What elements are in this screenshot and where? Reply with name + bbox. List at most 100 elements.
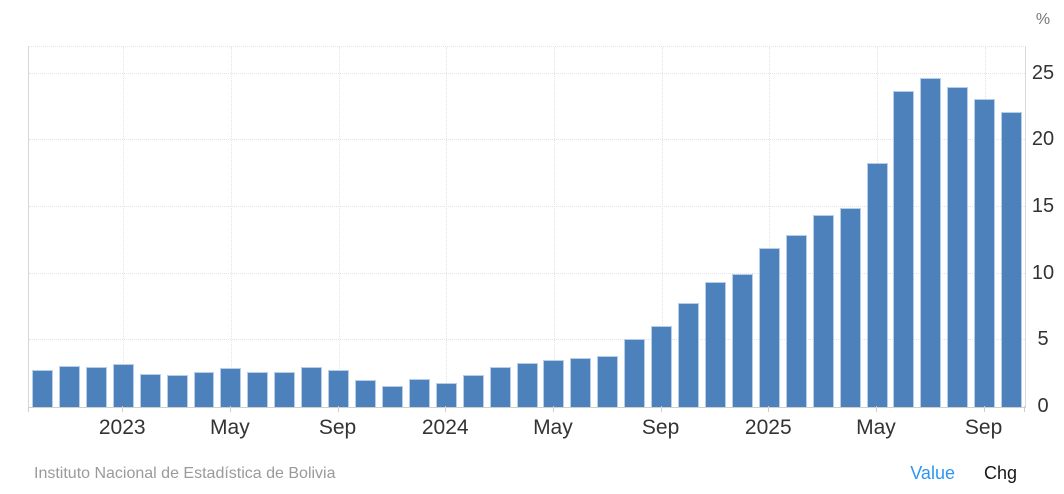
gridline-horizontal: [29, 139, 1025, 141]
chart-bar[interactable]: [543, 360, 565, 407]
chart-bar-slot: [83, 47, 110, 407]
chart-bar-slot: [460, 47, 487, 407]
chart-bar[interactable]: [516, 363, 538, 407]
chart-bar[interactable]: [31, 369, 53, 407]
chart-bar-slot: [756, 47, 783, 407]
chart-bar-slot: [217, 47, 244, 407]
chart-bar[interactable]: [785, 235, 807, 407]
chart-bar[interactable]: [112, 364, 134, 407]
y-axis-label: 25: [1031, 61, 1055, 84]
x-axis-tickmark: [445, 406, 447, 412]
chart-bar[interactable]: [328, 369, 350, 407]
chart-bar[interactable]: [301, 367, 323, 407]
chart-bar-slot: [137, 47, 164, 407]
chart-bar[interactable]: [570, 357, 592, 407]
chart-bar-slot: [541, 47, 568, 407]
chart-bar[interactable]: [893, 91, 915, 407]
chart-bar-slot: [702, 47, 729, 407]
chart-bar-slot: [29, 47, 56, 407]
chart-bar-slot: [244, 47, 271, 407]
gridline-vertical: [338, 47, 340, 407]
chart-bar-slot: [971, 47, 998, 407]
chart-bar[interactable]: [920, 77, 942, 407]
chart-bar[interactable]: [839, 208, 861, 407]
x-axis-tickmark: [337, 406, 339, 412]
chart-bar[interactable]: [812, 215, 834, 407]
chart-bar-slot: [352, 47, 379, 407]
chart-bar[interactable]: [489, 367, 511, 407]
chart-bar-slot: [325, 47, 352, 407]
chart-bar-slot: [675, 47, 702, 407]
chart-bar[interactable]: [624, 339, 646, 407]
x-axis: 2023 May Sep 2024 May Sep 2025 May Sep: [28, 416, 1024, 442]
chart-bar-slot: [379, 47, 406, 407]
chart-bar[interactable]: [678, 303, 700, 407]
x-axis-tickmark: [229, 406, 231, 412]
gridline-vertical: [123, 47, 125, 407]
x-axis-label: Sep: [641, 416, 680, 439]
value-toggle[interactable]: Value: [910, 463, 955, 483]
y-axis: 0 5 10 15 20 25: [1026, 46, 1060, 416]
chart-bar[interactable]: [355, 380, 377, 407]
chart-bar[interactable]: [1001, 112, 1023, 407]
chart-bar-slot: [298, 47, 325, 407]
x-axis-edge-tickmark: [1024, 406, 1025, 412]
chg-toggle[interactable]: Chg: [983, 463, 1017, 483]
x-axis-label: Sep: [318, 416, 357, 439]
x-axis-label: Sep: [964, 416, 1003, 439]
chart-bar[interactable]: [139, 373, 161, 407]
chart-bar[interactable]: [974, 98, 996, 407]
chart-bar[interactable]: [705, 281, 726, 407]
chart-bar-slot: [810, 47, 837, 407]
x-axis-tickmarks: [28, 406, 1025, 414]
chart-bar[interactable]: [651, 325, 673, 407]
series-toggles: Value Chg: [910, 463, 1017, 484]
chart-bar[interactable]: [597, 356, 619, 407]
x-axis-label: 2025: [744, 416, 792, 439]
x-axis-tickmark: [660, 406, 662, 412]
gridline-vertical: [446, 47, 448, 407]
chart-bar-slot: [729, 47, 756, 407]
chart-bar[interactable]: [220, 368, 242, 407]
chart-bar[interactable]: [274, 372, 296, 407]
chart-bar[interactable]: [408, 379, 430, 407]
chart-bar[interactable]: [731, 273, 753, 407]
gridline-vertical: [661, 47, 663, 407]
chart-bar-slot: [191, 47, 218, 407]
chart-bar-slot: [998, 47, 1025, 407]
chart-bar[interactable]: [193, 372, 215, 407]
chart-bar-slot: [648, 47, 675, 407]
chart-bar-slot: [837, 47, 864, 407]
chart-bar-slot: [917, 47, 944, 407]
bars-layer: [29, 47, 1025, 407]
x-axis-label: May: [210, 416, 250, 439]
chart-bar-slot: [864, 47, 891, 407]
chart-bar[interactable]: [247, 372, 269, 407]
y-axis-unit-label: %: [1035, 11, 1051, 28]
x-axis-edge-tickmark: [28, 406, 29, 412]
source-link[interactable]: Instituto Nacional de Estadística de Bol…: [34, 465, 336, 482]
chart-bar-slot: [514, 47, 541, 407]
chart-bar-slot: [487, 47, 514, 407]
chart-bar-slot: [944, 47, 971, 407]
chart-bar[interactable]: [435, 383, 457, 407]
gridline-horizontal: [29, 72, 1025, 74]
gridline-horizontal: [29, 206, 1025, 207]
chart-bar[interactable]: [58, 365, 80, 407]
chart-bar-slot: [783, 47, 810, 407]
y-axis-label: 10: [1031, 261, 1055, 284]
chart-bar[interactable]: [85, 367, 107, 407]
chart-bar[interactable]: [758, 248, 780, 407]
chart-bar-slot: [56, 47, 83, 407]
chart-bar[interactable]: [866, 163, 888, 407]
chart-bar[interactable]: [381, 385, 403, 407]
x-axis-tickmark: [768, 406, 770, 412]
gridline-vertical: [769, 47, 771, 407]
chart-bar[interactable]: [462, 375, 484, 407]
chart-bar[interactable]: [166, 375, 188, 407]
gridline-vertical: [230, 47, 232, 407]
chart-bar-slot: [594, 47, 621, 407]
x-axis-label: 2023: [98, 416, 146, 439]
x-axis-tickmark: [983, 406, 985, 412]
chart-bar[interactable]: [947, 87, 969, 407]
